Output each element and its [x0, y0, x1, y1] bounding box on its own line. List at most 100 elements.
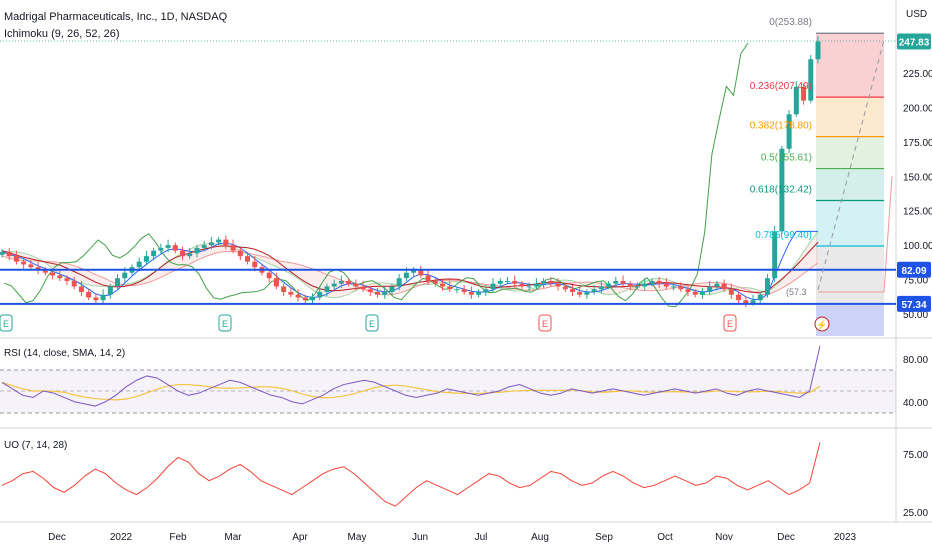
uo-pane[interactable]: 25.00 75.00: [1, 442, 928, 519]
candle-body: [497, 280, 503, 284]
earnings-marker-up[interactable]: [0, 314, 13, 332]
candle-body: [389, 286, 395, 292]
candle-body: [310, 297, 316, 301]
price-tick-label: 75.00: [903, 276, 928, 287]
time-tick-label: May: [348, 532, 367, 543]
candle-body: [476, 291, 482, 295]
candle-body: [418, 269, 424, 276]
event-markers[interactable]: E E E E E ⚡: [0, 314, 830, 332]
candle-body: [180, 250, 186, 257]
candle-body: [6, 252, 12, 257]
fib-low-label: (57.3: [786, 287, 807, 297]
candle-body: [187, 253, 193, 257]
time-tick-label: Mar: [224, 532, 242, 543]
price-badge-label: 82.09: [901, 266, 926, 277]
candle-body: [801, 86, 807, 101]
chikou-span: [4, 42, 749, 308]
fibonacci-labels: 0(253.88) 0.236(207.49) 0.382(178.80) 0.5(1…: [750, 17, 812, 297]
candle-body: [223, 239, 229, 246]
earnings-marker-up[interactable]: [218, 314, 232, 332]
price-badge: [897, 261, 931, 278]
candle-body: [93, 297, 99, 301]
horizontal-levels[interactable]: [0, 268, 896, 305]
currency-label: USD: [906, 9, 927, 20]
earnings-marker-down[interactable]: [723, 314, 737, 332]
candle-body: [454, 289, 460, 291]
earnings-marker-up-label: E: [369, 319, 375, 329]
candle-body: [541, 280, 547, 284]
candle-body: [591, 289, 597, 292]
candle-body: [584, 291, 590, 295]
candle-body: [757, 294, 763, 301]
candle-body: [346, 280, 352, 284]
time-tick-label: Feb: [169, 532, 187, 543]
price-tick-label: 100.00: [903, 241, 932, 252]
candle-body: [526, 286, 532, 288]
event-marker[interactable]: [814, 316, 830, 332]
candle-body: [699, 291, 705, 295]
candle-body: [649, 280, 655, 284]
candle-body: [382, 291, 388, 295]
candle-body: [172, 245, 178, 251]
price-tick-label: 125.00: [903, 207, 932, 218]
symbol-title[interactable]: Madrigal Pharmaceuticals, Inc., 1D, NASD…: [4, 11, 228, 23]
fibonacci-retracement[interactable]: [816, 32, 884, 336]
candle-body: [613, 280, 619, 284]
earnings-marker-up[interactable]: [365, 314, 379, 332]
time-tick-label: Aug: [531, 532, 549, 543]
time-tick-label: Apr: [292, 532, 308, 543]
candle-body: [533, 283, 539, 287]
time-tick-label: Sep: [595, 532, 613, 543]
candle-body: [136, 261, 142, 268]
candlestick-series: [0, 36, 821, 308]
candle-body: [237, 250, 243, 257]
uo-tick-label: 75.00: [903, 450, 928, 461]
candle-body: [548, 280, 554, 284]
rsi-title[interactable]: RSI (14, close, SMA, 14, 2): [4, 348, 125, 359]
uo-title[interactable]: UO (7, 14, 28): [4, 440, 67, 451]
candle-body: [216, 239, 222, 243]
candle-body: [324, 286, 330, 292]
candle-body: [353, 283, 359, 287]
time-tick-label: Oct: [657, 532, 673, 543]
price-badge-label: 247.83: [899, 38, 930, 49]
price-badge-label: 57.34: [901, 300, 926, 311]
candle-body: [230, 245, 236, 251]
time-axis[interactable]: Dec 2022 Feb Mar Apr May Jun Jul Aug Sep Oct Nov Dec…: [48, 532, 856, 543]
candle-body: [403, 272, 409, 279]
candle-body: [151, 250, 157, 257]
candle-body: [252, 261, 258, 268]
candle-body: [295, 294, 301, 298]
earnings-marker-up-label: E: [3, 319, 9, 329]
candle-body: [815, 41, 821, 60]
time-tick-label: Dec: [48, 532, 66, 543]
candle-body: [772, 231, 778, 279]
candle-body: [447, 286, 453, 290]
time-tick-label: Jul: [475, 532, 488, 543]
time-tick-label: 2023: [834, 532, 857, 543]
trend-dashed-line[interactable]: [817, 39, 885, 291]
price-tick-label: 175.00: [903, 138, 932, 149]
candle-body: [685, 289, 691, 292]
candle-body: [793, 86, 799, 115]
candle-body: [13, 256, 19, 262]
candle-body: [201, 245, 207, 248]
candle-body: [245, 256, 251, 262]
candle-body: [158, 247, 164, 251]
indicator-label[interactable]: Ichimoku (9, 26, 52, 26): [4, 28, 120, 40]
candle-body: [808, 59, 814, 101]
price-tick-label: 150.00: [903, 172, 932, 183]
price-axis[interactable]: 50.00 75.00 100.00 125.00 150.00 175.00 200.00…: [903, 69, 932, 321]
fib-zone: [816, 168, 884, 201]
candle-body: [764, 278, 770, 295]
candle-body: [707, 286, 713, 292]
candle-body: [115, 278, 121, 287]
rsi-pane[interactable]: 40.00 80.00: [1, 345, 928, 409]
candle-body: [663, 283, 669, 287]
earnings-marker-down[interactable]: [538, 314, 552, 332]
rsi-tick-label: 80.00: [903, 355, 928, 366]
candle-body: [736, 294, 742, 301]
candle-body: [411, 269, 417, 273]
candle-body: [519, 283, 525, 287]
